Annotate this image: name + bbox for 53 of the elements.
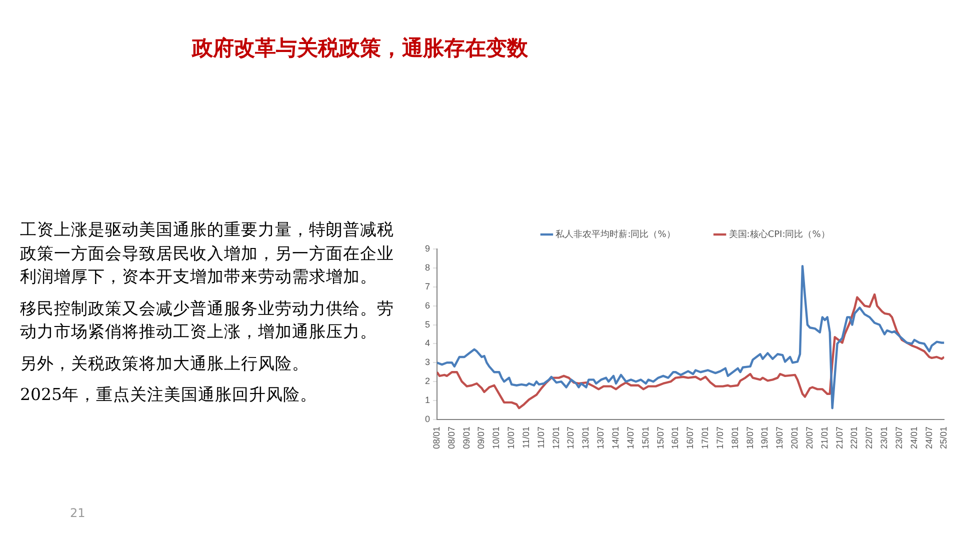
x-tick-label: 14/01 (610, 426, 620, 450)
x-tick-label: 25/01 (938, 426, 949, 450)
x-tick-label: 15/01 (640, 426, 650, 450)
x-tick-label: 17/01 (700, 426, 710, 450)
y-tick-label: 4 (424, 338, 430, 348)
y-tick-label: 3 (424, 357, 430, 368)
x-tick-label: 24/07 (924, 426, 934, 450)
x-tick-label: 16/01 (670, 426, 680, 450)
x-tick-label: 23/01 (879, 426, 890, 450)
x-tick-label: 22/07 (864, 426, 874, 450)
x-tick-label: 13/07 (596, 426, 606, 450)
x-tick-label: 12/01 (550, 426, 561, 450)
x-tick-label: 20/07 (804, 426, 814, 450)
y-tick-label: 9 (424, 243, 430, 254)
x-tick-label: 21/07 (834, 426, 844, 450)
x-tick-label: 15/07 (655, 426, 666, 450)
legend-label: 美国:核心CPI:同比（%） (728, 228, 830, 240)
x-tick-label: 09/01 (461, 426, 472, 450)
x-tick-label: 19/07 (774, 426, 785, 450)
text: 2025年，重点关注美国通胀回升风险。 (20, 384, 318, 406)
x-tick-label: 18/01 (730, 426, 740, 450)
y-tick-label: 2 (424, 376, 430, 386)
x-tick-label: 10/01 (491, 426, 502, 450)
x-tick-label: 16/07 (685, 426, 696, 450)
x-tick-label: 14/07 (625, 426, 636, 450)
x-tick-label: 23/07 (894, 426, 904, 450)
text: 工资上涨是驱动美国通胀的重要力量，特朗普减税政策一方面会导致居民收入增加，另一方面在企业利润增厚下，资本开支增加带来劳动需求增加。 (20, 219, 395, 288)
y-tick-label: 1 (424, 395, 430, 406)
x-tick-label: 13/01 (580, 426, 591, 450)
text: 另外，关税政策将加大通胀上行风险。 (20, 352, 310, 374)
x-tick-label: 08/07 (446, 426, 456, 450)
y-tick-label: 5 (424, 319, 430, 330)
x-tick-label: 08/01 (431, 426, 442, 450)
x-tick-label: 11/01 (520, 426, 531, 448)
y-tick-label: 7 (424, 281, 430, 292)
x-tick-label: 20/01 (790, 426, 800, 450)
legend-label: 私人非农平均时薪:同比（%） (556, 228, 676, 240)
x-tick-label: 17/07 (714, 426, 725, 450)
x-tick-label: 22/01 (849, 426, 860, 450)
text: 21 (70, 506, 86, 520)
y-tick-label: 0 (424, 414, 430, 424)
x-tick-label: 21/01 (819, 426, 830, 450)
x-tick-label: 09/07 (476, 426, 486, 450)
x-tick-label: 18/07 (744, 426, 755, 450)
chart-title: 政府改革与关税政策，通胀存在变数 (190, 34, 529, 62)
x-tick-label: 11/07 (536, 426, 546, 448)
x-tick-label: 24/01 (908, 426, 919, 450)
x-tick-label: 19/01 (760, 426, 770, 450)
text: 移民控制政策又会减少普通服务业劳动力供给。劳动力市场紧俏将推动工资上涨，增加通胀压力。 (20, 298, 395, 343)
x-tick-label: 10/07 (506, 426, 516, 450)
y-tick-label: 6 (424, 300, 430, 310)
x-tick-label: 12/07 (566, 426, 576, 450)
y-tick-label: 8 (424, 262, 430, 272)
